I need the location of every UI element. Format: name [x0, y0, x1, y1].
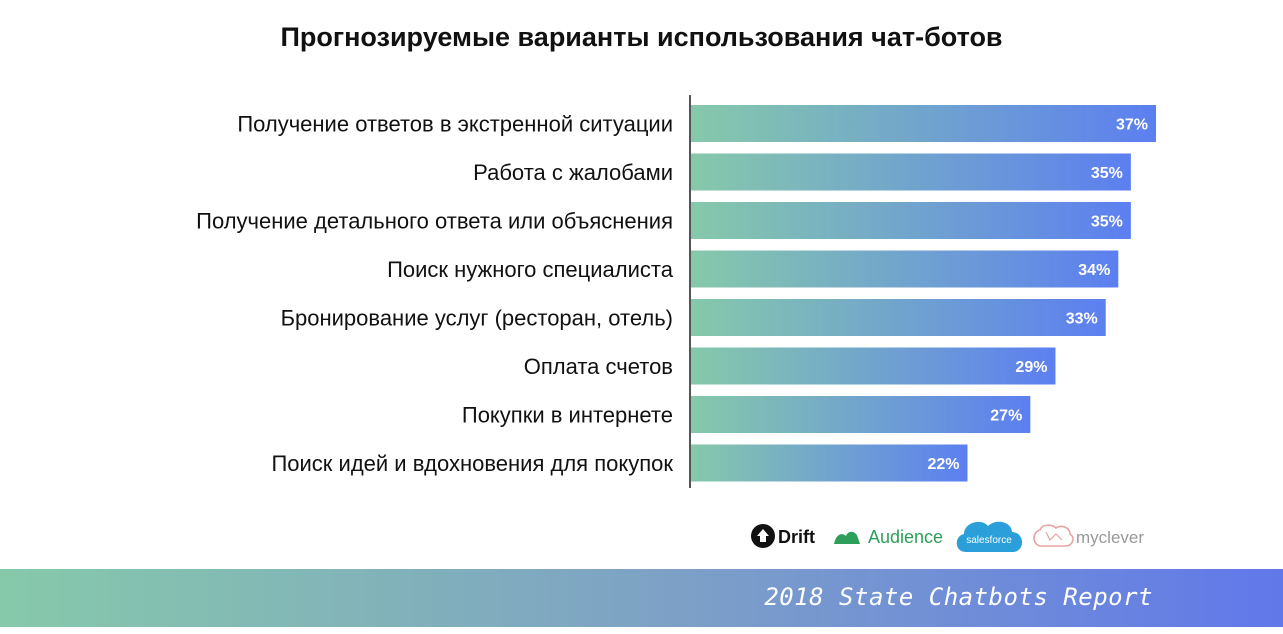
- drift-logo-text: Drift: [778, 527, 815, 547]
- drift-logo: Drift: [751, 524, 815, 548]
- category-label-4: Поиск нужного специалиста: [387, 257, 674, 282]
- partner-logos: Drift Audience salesforce myclever: [751, 521, 1144, 552]
- bar-4: [691, 250, 1119, 288]
- value-label-7: 27%: [990, 408, 1022, 425]
- bar-6: [691, 347, 1056, 385]
- chart-title: Прогнозируемые варианты использования ча…: [280, 22, 1003, 52]
- value-label-5: 33%: [1066, 311, 1098, 328]
- value-label-1: 37%: [1116, 117, 1148, 134]
- value-label-3: 35%: [1091, 214, 1123, 231]
- footer-banner: 2018 State Chatbots Report: [0, 569, 1283, 627]
- category-label-2: Работа с жалобами: [473, 160, 673, 185]
- value-label-8: 22%: [927, 456, 959, 473]
- salesforce-cloud-icon: [956, 521, 1023, 552]
- audience-icon: [834, 531, 860, 544]
- bar-8: [691, 444, 968, 482]
- myclever-logo: myclever: [1033, 524, 1144, 547]
- bar-1: [691, 105, 1156, 142]
- bar-2: [691, 153, 1131, 191]
- value-label-6: 29%: [1015, 359, 1047, 376]
- salesforce-logo: salesforce: [956, 521, 1023, 552]
- category-label-6: Оплата счетов: [524, 354, 673, 379]
- bars-group: Получение ответов в экстренной ситуации 3…: [196, 105, 1156, 482]
- audience-logo: Audience: [834, 527, 943, 547]
- bar-3: [691, 202, 1131, 239]
- audience-logo-text: Audience: [868, 527, 943, 547]
- brain-icon: [1033, 524, 1074, 547]
- category-label-8: Поиск идей и вдохновения для покупок: [271, 451, 673, 476]
- category-label-7: Покупки в интернете: [462, 403, 673, 428]
- category-label-5: Бронирование услуг (ресторан, отель): [281, 306, 673, 331]
- bar-chart: Получение ответов в экстренной ситуации 3…: [196, 95, 1156, 488]
- bar-5: [691, 299, 1106, 336]
- category-label-1: Получение ответов в экстренной ситуации: [237, 112, 673, 137]
- myclever-logo-text: myclever: [1076, 528, 1144, 547]
- category-label-3: Получение детального ответа или объяснен…: [196, 209, 673, 234]
- value-label-2: 35%: [1091, 165, 1123, 182]
- salesforce-logo-text: salesforce: [966, 535, 1012, 546]
- footer-report-title: 2018 State Chatbots Report: [764, 583, 1153, 611]
- value-label-4: 34%: [1078, 262, 1110, 279]
- bar-7: [691, 396, 1031, 433]
